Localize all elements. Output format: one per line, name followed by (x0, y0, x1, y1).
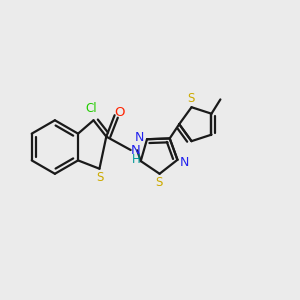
Text: H: H (132, 153, 140, 166)
Text: S: S (96, 170, 104, 184)
Text: S: S (155, 176, 163, 189)
Text: N: N (179, 156, 189, 169)
Text: O: O (115, 106, 125, 119)
Text: N: N (135, 131, 144, 144)
Text: N: N (131, 143, 141, 157)
Text: Cl: Cl (85, 103, 97, 116)
Text: S: S (187, 92, 195, 105)
